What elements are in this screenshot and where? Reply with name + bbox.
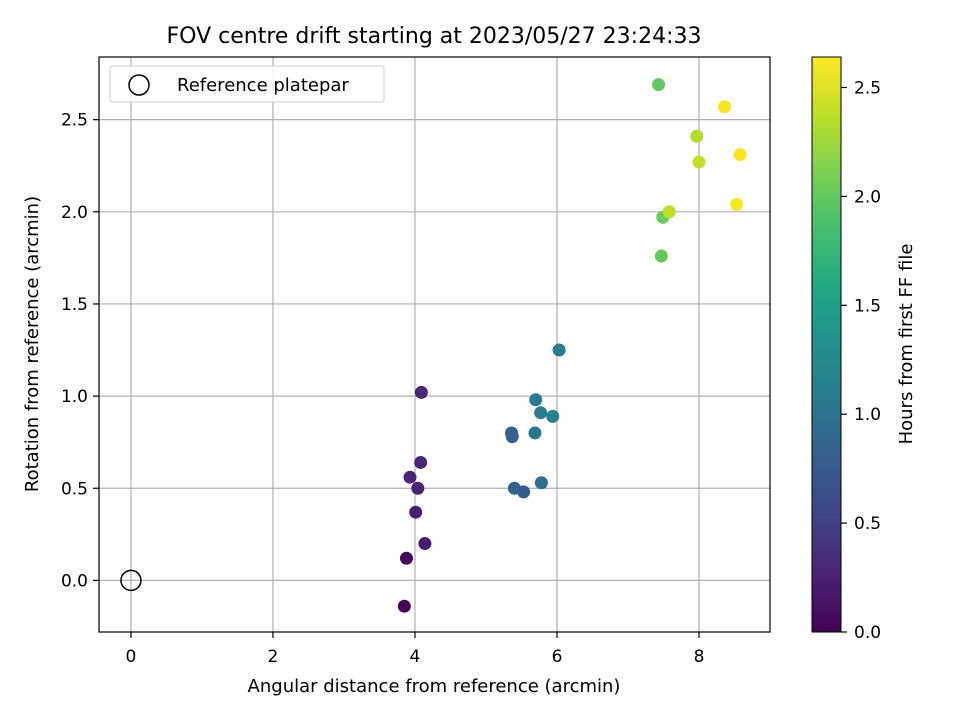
data-point bbox=[690, 129, 704, 143]
data-point bbox=[652, 78, 666, 92]
legend-label: Reference platepar bbox=[177, 75, 349, 96]
y-tick-label: 0.0 bbox=[61, 571, 88, 591]
data-point bbox=[399, 551, 413, 565]
data-point bbox=[546, 409, 560, 423]
x-axis-label: Angular distance from reference (arcmin) bbox=[248, 676, 621, 697]
data-point bbox=[534, 476, 548, 490]
colorbar-tick-label: 1.0 bbox=[854, 405, 881, 425]
plot-frame bbox=[98, 56, 771, 633]
colorbar-ticks: 0.0 0.5 1.0 1.5 2.0 2.5 bbox=[841, 78, 881, 643]
y-tick-label: 2.5 bbox=[61, 111, 88, 131]
reference-marker-group bbox=[120, 569, 142, 592]
x-tick-label: 2 bbox=[268, 647, 279, 667]
x-tick-label: 6 bbox=[552, 647, 563, 667]
data-point bbox=[507, 481, 521, 495]
data-point bbox=[397, 599, 411, 613]
data-point bbox=[662, 205, 676, 219]
colorbar-tick-label: 0.5 bbox=[854, 514, 881, 534]
x-ticks: 0 2 4 6 8 bbox=[126, 632, 705, 667]
colorbar-tick-label: 1.5 bbox=[854, 296, 881, 316]
data-point bbox=[528, 426, 542, 440]
data-point bbox=[529, 393, 543, 407]
data-point bbox=[414, 455, 428, 469]
colorbar-gradient bbox=[811, 56, 842, 633]
x-tick-label: 8 bbox=[694, 647, 705, 667]
chart-title: FOV centre drift starting at 2023/05/27 … bbox=[167, 24, 702, 49]
data-point bbox=[730, 197, 744, 211]
data-point bbox=[414, 385, 428, 399]
data-point bbox=[692, 155, 706, 169]
data-point bbox=[718, 100, 732, 114]
y-tick-label: 0.5 bbox=[61, 479, 88, 499]
x-tick-label: 0 bbox=[126, 647, 137, 667]
y-ticks: 0.0 0.5 1.0 1.5 2.0 2.5 bbox=[61, 111, 99, 591]
data-point bbox=[409, 505, 423, 519]
data-point bbox=[534, 406, 548, 420]
colorbar: 0.0 0.5 1.0 1.5 2.0 2.5 Hours from first FF f… bbox=[811, 56, 917, 643]
reference-marker bbox=[120, 569, 142, 592]
y-tick-label: 1.5 bbox=[61, 295, 88, 315]
colorbar-tick-label: 0.0 bbox=[854, 623, 881, 643]
legend-reference-marker-icon bbox=[128, 74, 150, 96]
data-point bbox=[411, 481, 425, 495]
x-tick-label: 4 bbox=[410, 647, 421, 667]
data-point bbox=[403, 470, 417, 484]
data-points bbox=[397, 78, 747, 613]
y-tick-label: 2.0 bbox=[61, 203, 88, 223]
data-point bbox=[552, 343, 566, 357]
colorbar-tick-label: 2.5 bbox=[854, 78, 881, 98]
data-point bbox=[654, 249, 668, 263]
grid-lines bbox=[99, 57, 770, 632]
legend: Reference platepar bbox=[109, 65, 385, 103]
data-point bbox=[505, 426, 519, 440]
data-point bbox=[733, 148, 747, 162]
data-point bbox=[418, 537, 432, 551]
colorbar-label: Hours from first FF file bbox=[896, 244, 917, 445]
y-tick-label: 1.0 bbox=[61, 387, 88, 407]
legend-box bbox=[109, 65, 385, 103]
y-axis-label: Rotation from reference (arcmin) bbox=[22, 196, 43, 492]
colorbar-tick-label: 2.0 bbox=[854, 187, 881, 207]
